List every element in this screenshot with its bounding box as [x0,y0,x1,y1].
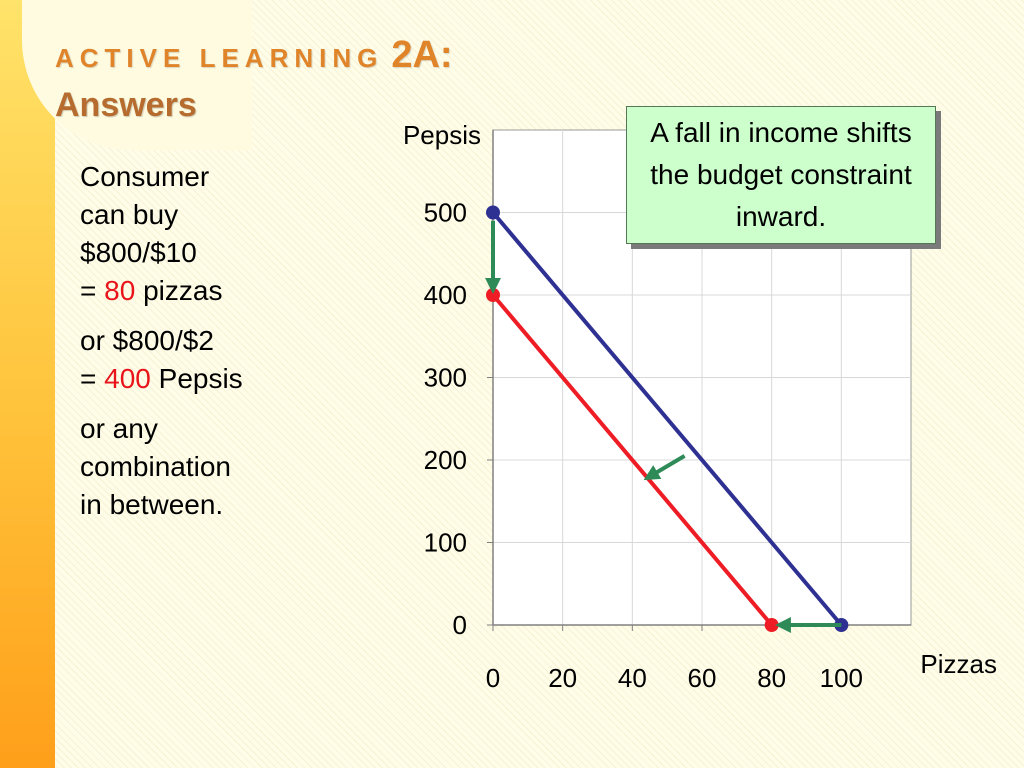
explanation-prefix: = [80,275,105,306]
callout-box: A fall in income shifts the budget const… [626,106,936,244]
explanation-prefix: = [80,363,105,394]
explanation-paragraph-2: or $800/$2 = 400 Pepsis [80,322,320,398]
explanation-line: $800/$10 [80,237,197,268]
new-budget-line [491,293,774,627]
y-axis-title: Pepsis [403,120,481,150]
x-tick-label: 80 [757,663,786,693]
pizza-quantity: 80 [104,275,136,306]
side-accent-bar [0,0,55,768]
y-tick-label: 200 [424,445,467,475]
x-tick-label: 0 [486,663,500,693]
explanation-line: combination [80,451,231,482]
explanation-line: in between. [80,489,224,520]
title-number: 2A: [391,34,453,76]
y-tick-label: 0 [453,610,467,640]
explanation-suffix: Pepsis [150,363,243,394]
x-tick-label: 20 [548,663,577,693]
pepsi-quantity: 400 [104,363,151,394]
y-tick-label: 500 [424,198,467,228]
title-prefix: ACTIVE LEARNING [55,43,384,73]
new-endpoint [486,288,500,302]
explanation-line: or any [80,413,158,444]
new-endpoint [764,618,779,632]
y-tick-label: 100 [424,528,467,558]
x-axis-title: Pizzas [920,649,997,679]
explanation-suffix: pizzas [135,275,223,306]
explanation-text: Consumer can buy $800/$10 = 80 pizzas or… [80,158,320,536]
y-tick-label: 300 [424,363,467,393]
explanation-line: can buy [80,199,179,230]
explanation-paragraph-1: Consumer can buy $800/$10 = 80 pizzas [80,158,320,310]
explanation-line: or $800/$2 [80,325,214,356]
y-tick-label: 400 [424,280,467,310]
original-endpoint [486,205,500,220]
callout-text: A fall in income shifts the budget const… [650,117,912,232]
explanation-line: Consumer [80,161,210,192]
explanation-paragraph-3: or any combination in between. [80,410,320,524]
original-budget-line [491,211,843,627]
x-tick-label: 60 [688,663,717,693]
x-tick-label: 40 [618,663,647,693]
slide-subtitle: Answers [55,86,197,124]
shift-arrow [643,454,686,481]
x-tick-label: 100 [820,663,863,693]
slide-title: ACTIVE LEARNING 2A: [55,34,453,77]
